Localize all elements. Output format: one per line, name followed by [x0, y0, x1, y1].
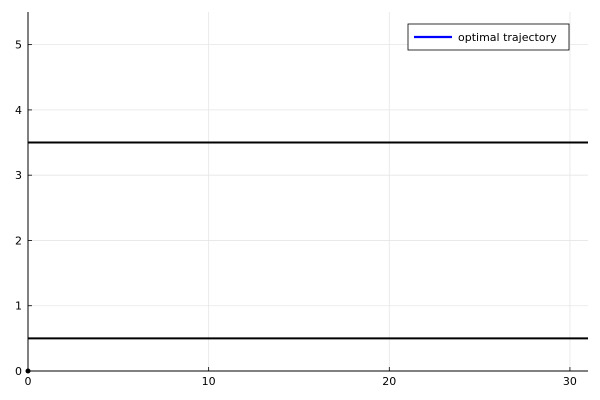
ticks: 0 10 20 30 0 1 2 3 4 5 — [15, 39, 577, 388]
x-tick-label: 20 — [382, 375, 396, 388]
y-tick-label: 2 — [15, 234, 22, 247]
y-tick-label: 5 — [15, 39, 22, 52]
axes — [27, 12, 588, 372]
y-tick-label: 0 — [15, 365, 22, 378]
x-tick-label: 30 — [563, 375, 577, 388]
legend-label: optimal trajectory — [458, 31, 557, 44]
reference-lines — [28, 141, 588, 340]
x-tick-label: 10 — [202, 375, 216, 388]
legend: optimal trajectory — [407, 23, 570, 51]
x-tick-label: 0 — [25, 375, 32, 388]
y-tick-label: 1 — [15, 300, 22, 313]
y-tick-label: 3 — [15, 169, 22, 182]
y-tick-label: 4 — [15, 104, 22, 117]
